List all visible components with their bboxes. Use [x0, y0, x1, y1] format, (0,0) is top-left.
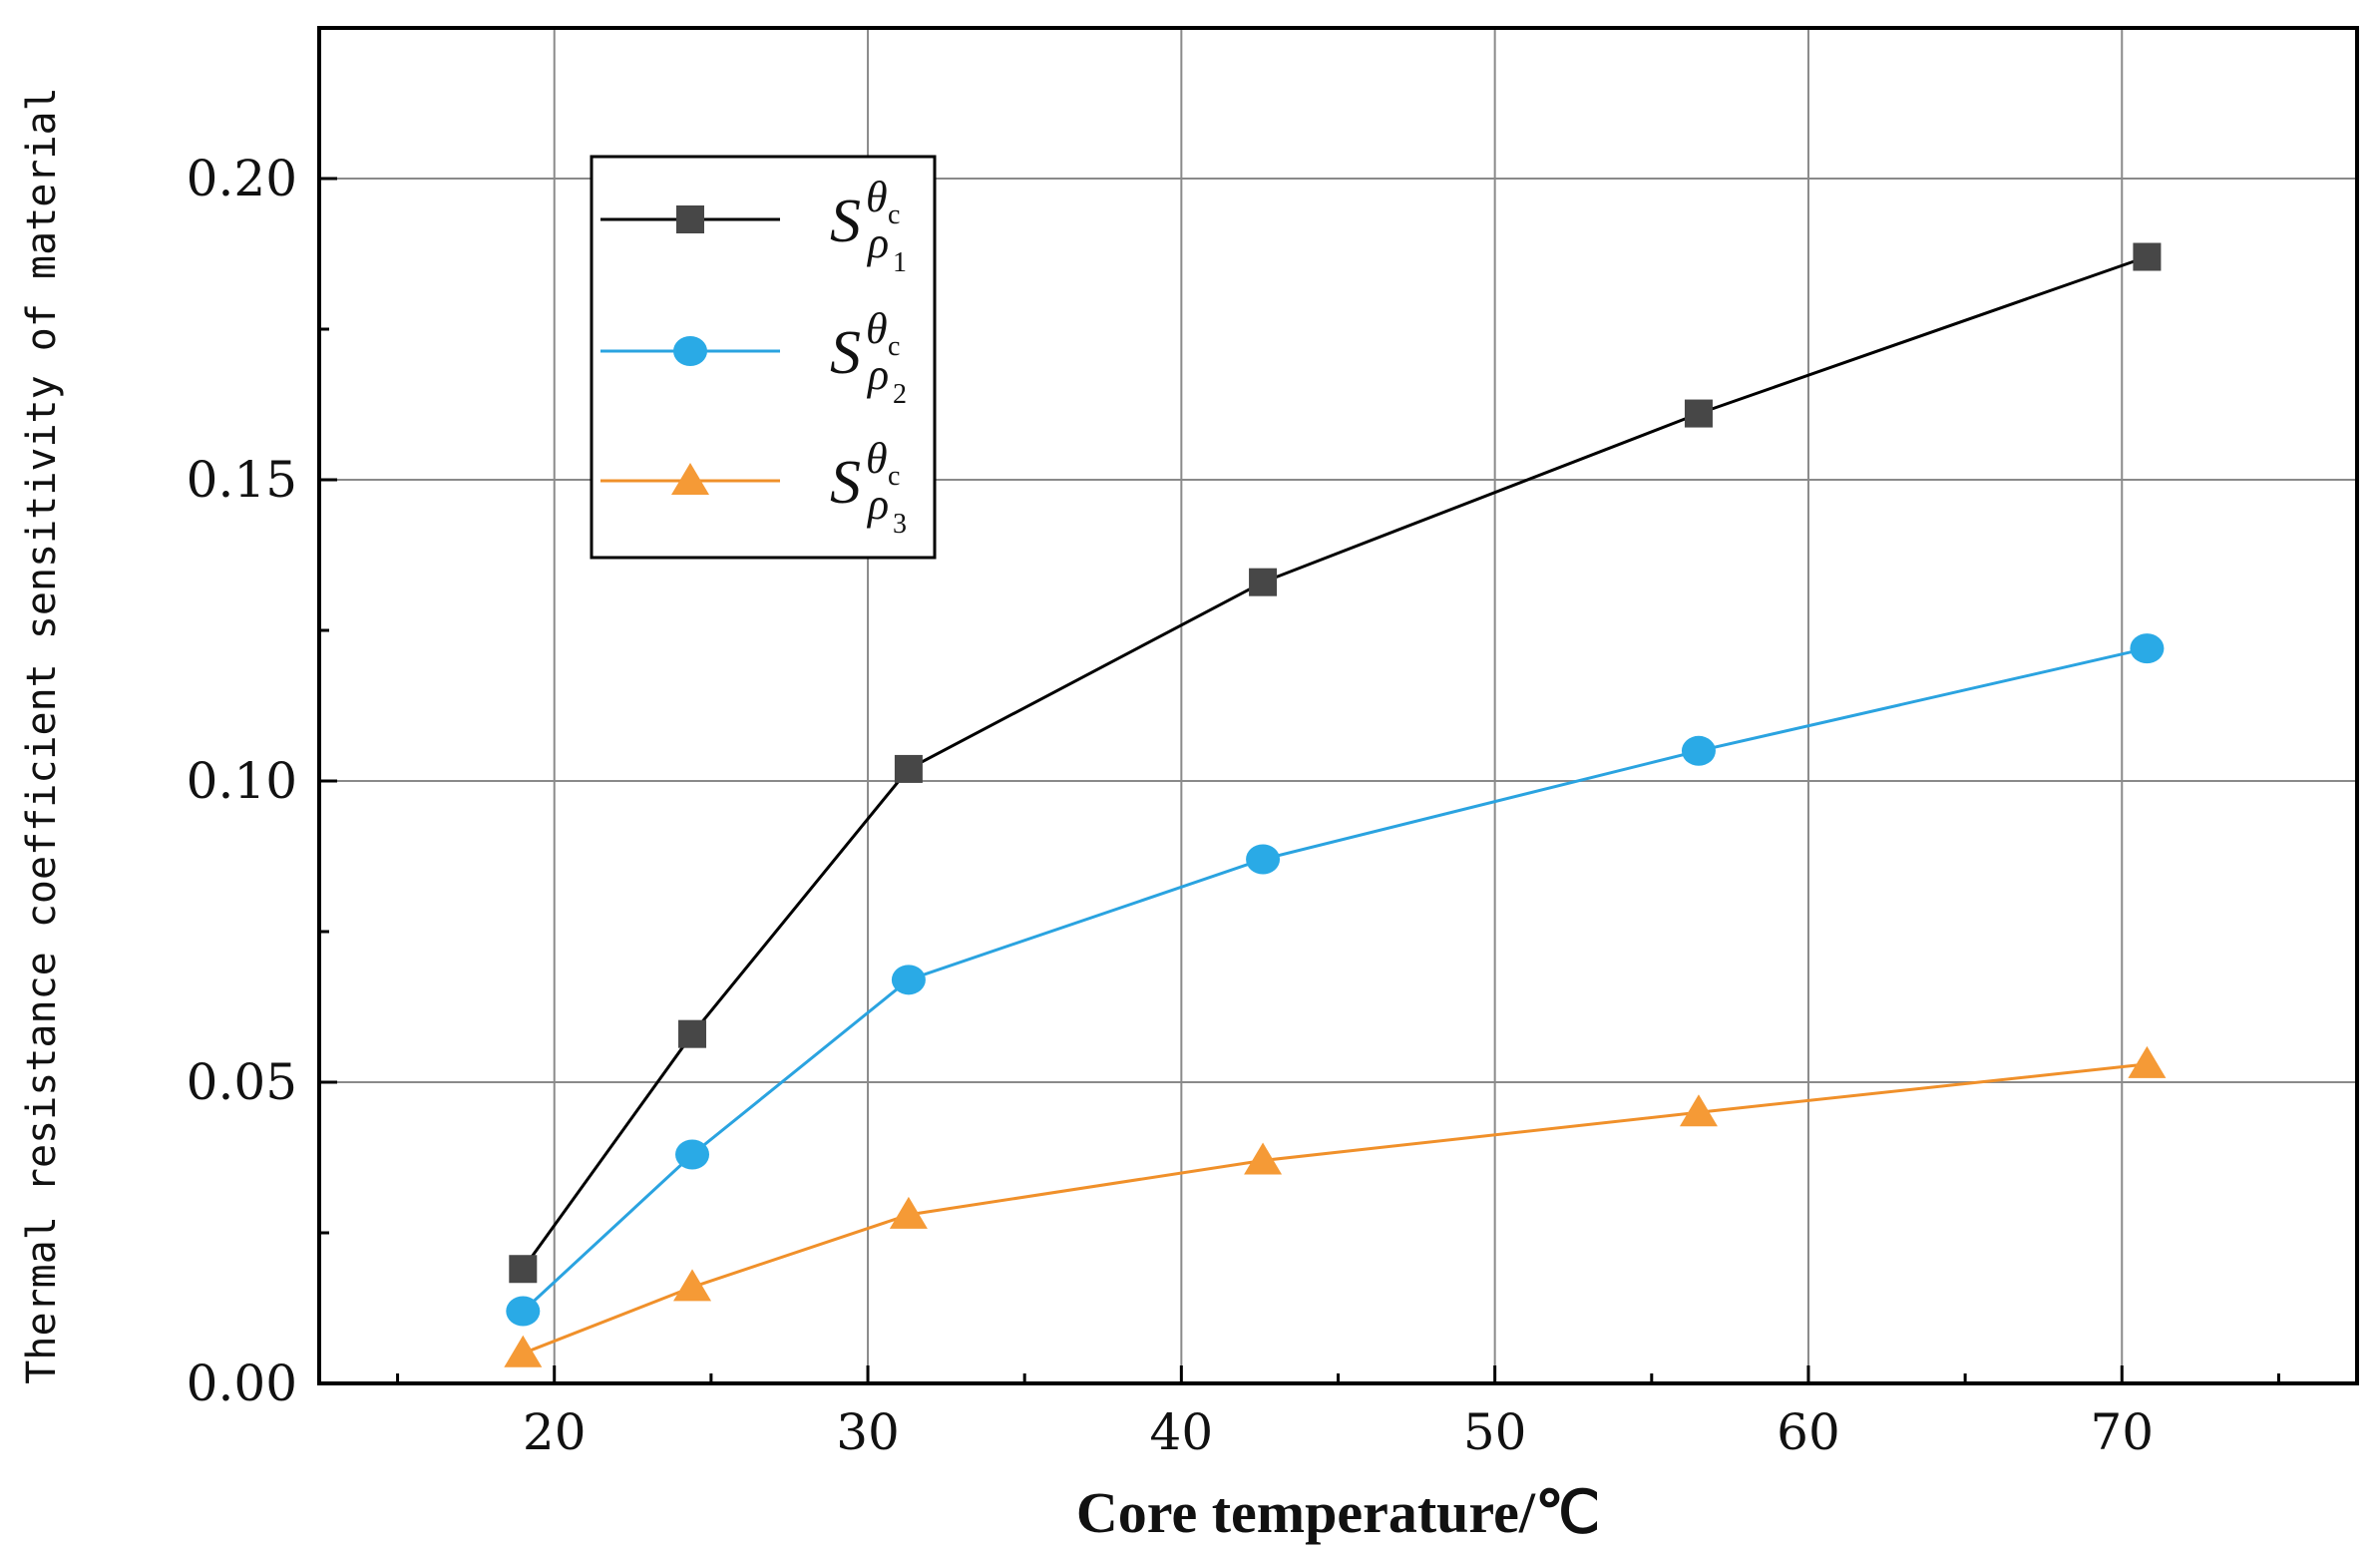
series-2-point	[891, 965, 926, 995]
legend-label-supsub: c	[888, 331, 900, 362]
legend-label-base: S	[830, 319, 861, 387]
legend-label-supsub: c	[888, 461, 900, 492]
series-1	[509, 242, 2162, 1284]
legend-label-subsub: 2	[893, 379, 907, 410]
x-tick-label: 20	[523, 1403, 587, 1461]
ticks-layer: 20 30 40 50 60 70 0.00 0.05 0.10 0.15 0.20	[187, 26, 2280, 1461]
legend-label-sub: ρ	[866, 480, 889, 529]
y-tick-label: 0.15	[187, 451, 297, 509]
legend-label-sup: θ	[866, 173, 888, 221]
x-axis-label: Core temperature/℃	[1076, 1480, 1600, 1545]
series-3	[504, 1045, 2167, 1367]
series-1-point	[2133, 242, 2162, 271]
x-tick-label: 60	[1777, 1403, 1840, 1461]
series-1-point	[1249, 568, 1278, 596]
series-3-point	[673, 1269, 712, 1302]
series-1-point	[894, 754, 923, 783]
x-tick-label: 70	[2090, 1403, 2154, 1461]
series-3-point	[1244, 1142, 1283, 1175]
series-3-point	[1679, 1094, 1718, 1127]
legend-label-base: S	[830, 188, 861, 255]
y-tick-label: 0.00	[187, 1355, 297, 1412]
legend-marker	[676, 205, 704, 233]
legend-box	[590, 155, 937, 560]
x-tick-label: 40	[1150, 1403, 1214, 1461]
series-3-point	[504, 1335, 543, 1367]
legend-label-base: S	[830, 449, 861, 517]
y-tick-label: 0.10	[187, 752, 297, 810]
series-2-point	[675, 1139, 710, 1170]
series-3-line	[522, 1062, 2148, 1356]
series-1-point	[678, 1019, 707, 1048]
x-tick-label: 30	[836, 1403, 900, 1461]
legend-marker	[671, 463, 709, 495]
legend-label-sub: ρ	[866, 350, 889, 399]
series-3-point	[889, 1196, 928, 1229]
y-tick-label: 0.20	[187, 150, 297, 207]
series-3-point	[2128, 1045, 2167, 1078]
series-1-line	[522, 255, 2148, 1271]
legend-label-subsub: 3	[893, 509, 907, 540]
legend-label-subsub: 1	[893, 247, 907, 278]
legend-label-sup: θ	[866, 434, 888, 483]
series-2-point	[506, 1296, 541, 1327]
x-tick-label: 50	[1463, 1403, 1527, 1461]
legend-label-sup: θ	[866, 304, 888, 353]
series-layer	[504, 242, 2167, 1367]
series-2-point	[1681, 735, 1716, 766]
series-2	[506, 633, 2165, 1327]
y-axis-label: Thermal resistance coefficient sensitivi…	[19, 87, 65, 1383]
series-2-line	[522, 646, 2148, 1313]
series-2-point	[1246, 844, 1281, 875]
series-1-point	[1684, 399, 1713, 428]
series-1-point	[509, 1255, 538, 1284]
series-2-point	[2130, 633, 2165, 664]
legend-label-supsub: c	[888, 199, 900, 230]
y-tick-label: 0.05	[187, 1053, 297, 1111]
legend-label-sub: ρ	[866, 218, 889, 267]
legend-marker	[673, 336, 707, 366]
